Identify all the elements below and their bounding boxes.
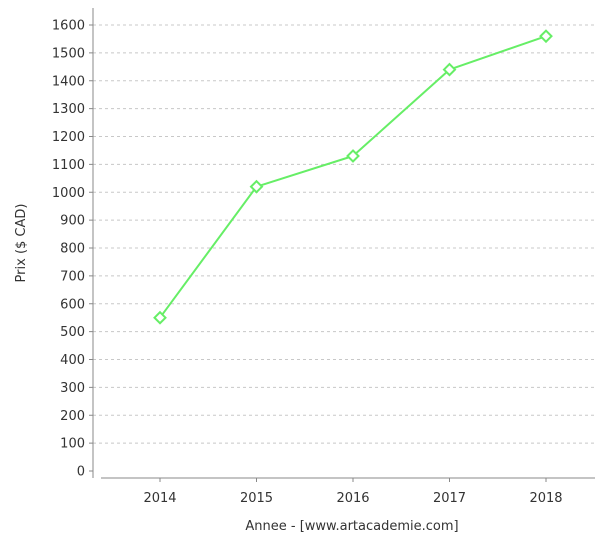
x-tick-label: 2016 bbox=[336, 491, 369, 506]
y-tick-label: 1000 bbox=[52, 186, 85, 201]
x-tick-labels: 2014 2015 2016 2017 2018 bbox=[143, 478, 563, 506]
x-tick-label: 2018 bbox=[529, 491, 562, 506]
y-tick-label: 0 bbox=[77, 465, 85, 480]
y-tick-label: 700 bbox=[60, 269, 85, 284]
x-tick-label: 2015 bbox=[240, 491, 273, 506]
y-tick-label: 1300 bbox=[52, 102, 85, 117]
y-tick-label: 100 bbox=[60, 437, 85, 452]
y-tick-label: 800 bbox=[60, 242, 85, 257]
data-point-2017 bbox=[442, 62, 457, 77]
series-group bbox=[153, 29, 553, 325]
y-tick-label: 200 bbox=[60, 409, 85, 424]
x-axis-title: Annee - [www.artacademie.com] bbox=[245, 519, 458, 534]
x-tick-label: 2014 bbox=[143, 491, 176, 506]
data-point-2014 bbox=[153, 310, 167, 325]
y-tick-label: 300 bbox=[60, 381, 85, 396]
y-tick-label: 900 bbox=[60, 214, 85, 229]
y-tick-labels: 0 100 200 300 400 500 600 700 800 900 1000 1100 1200… bbox=[52, 19, 93, 480]
y-tick-label: 1200 bbox=[52, 130, 85, 145]
data-point-2015 bbox=[249, 179, 264, 194]
x-tick-label: 2017 bbox=[433, 491, 466, 506]
data-point-2016 bbox=[346, 149, 360, 163]
y-tick-label: 1600 bbox=[52, 19, 85, 34]
y-tick-label: 1400 bbox=[52, 74, 85, 89]
y-tick-label: 600 bbox=[60, 297, 85, 312]
data-point-2018 bbox=[539, 29, 553, 44]
y-tick-label: 500 bbox=[60, 325, 85, 340]
y-axis-title: Prix ($ CAD) bbox=[14, 204, 29, 283]
y-tick-label: 400 bbox=[60, 353, 85, 368]
y-tick-label: 1100 bbox=[52, 158, 85, 173]
axes bbox=[92, 8, 595, 479]
y-tick-label: 1500 bbox=[52, 46, 85, 61]
